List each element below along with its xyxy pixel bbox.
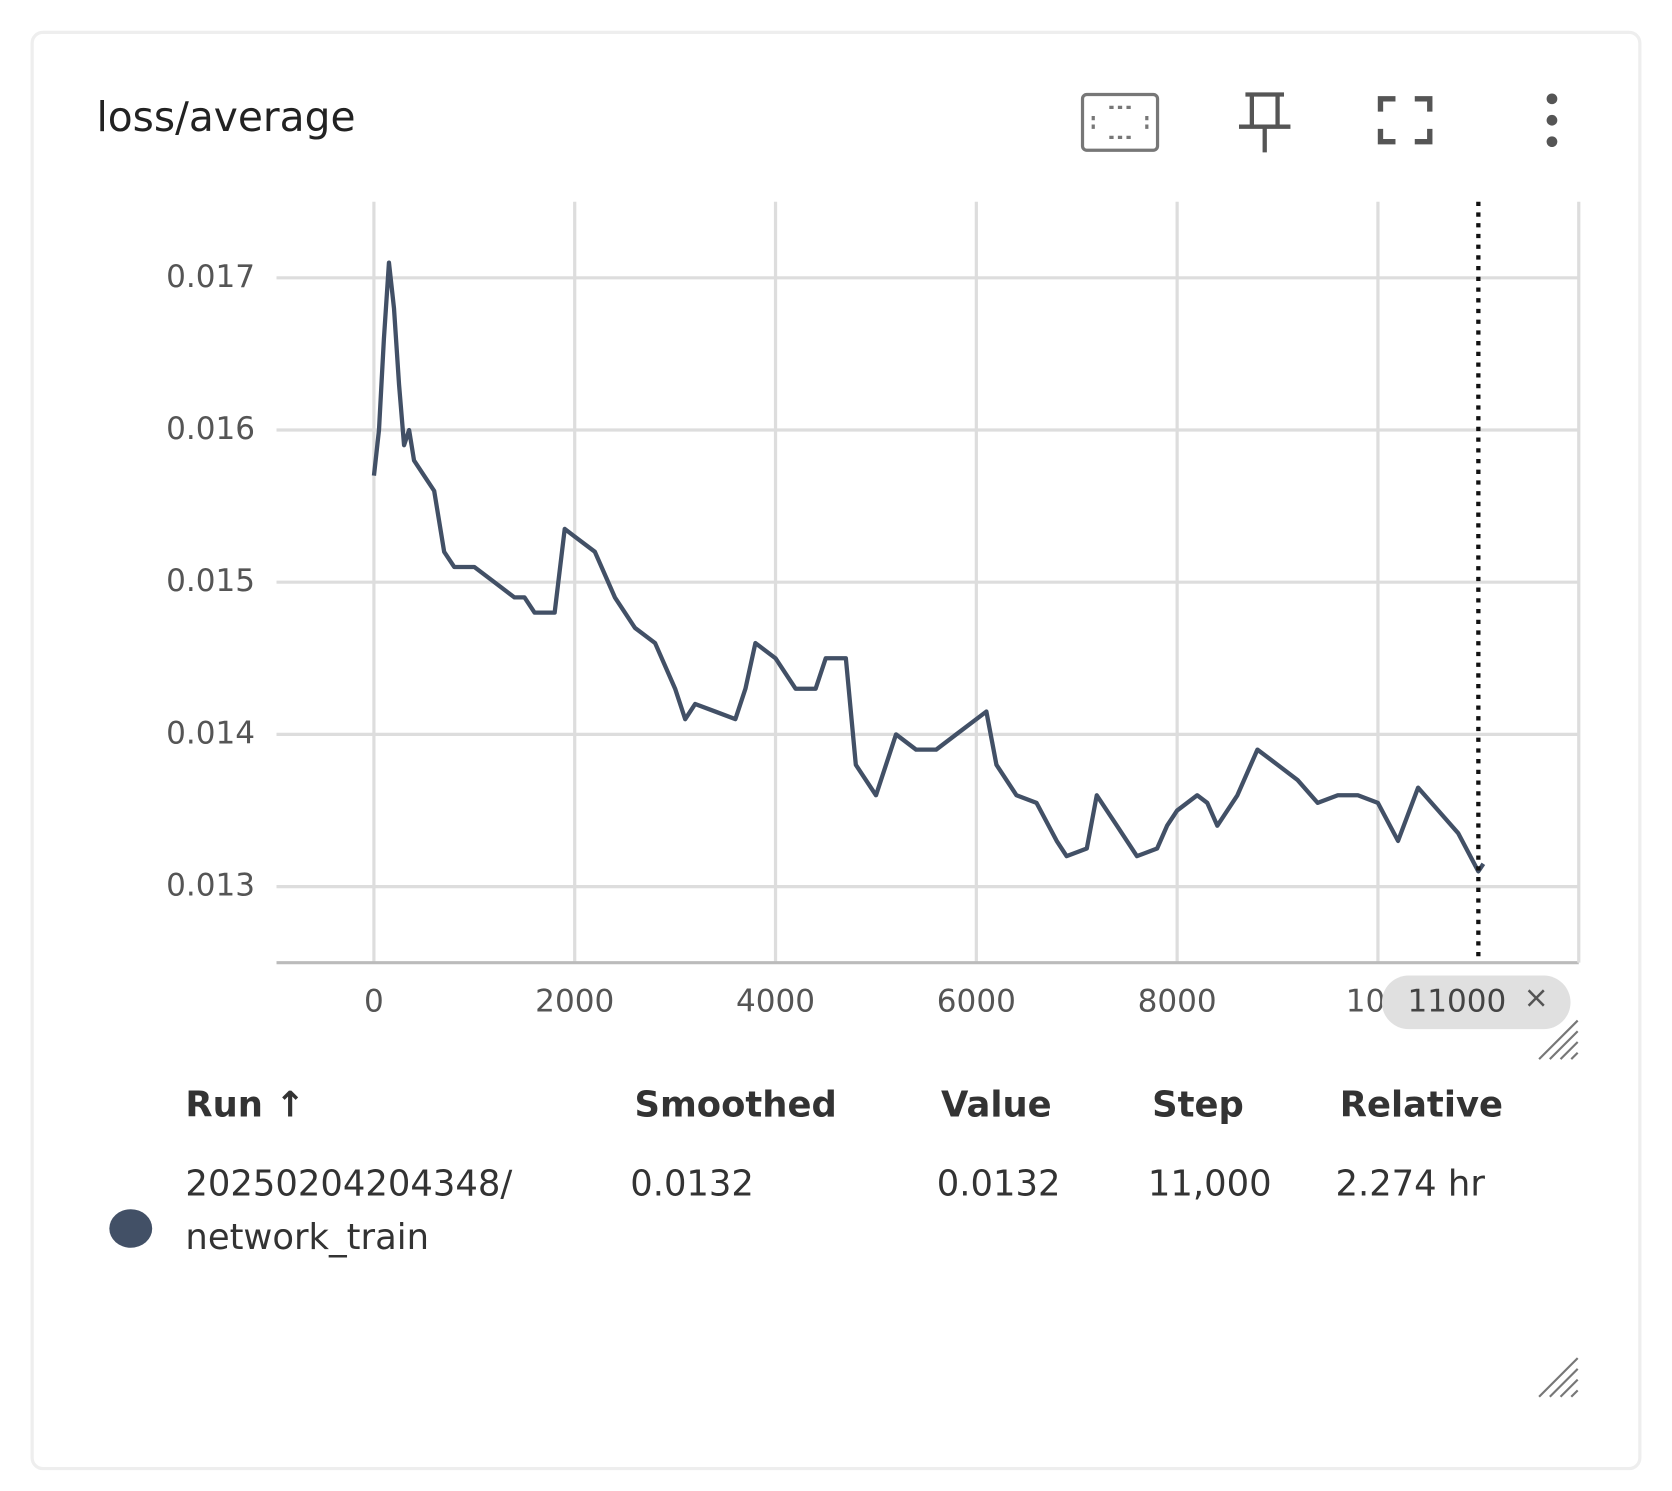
table-cell: 20250204204348/ [185, 1164, 512, 1205]
run-color-dot [109, 1209, 153, 1248]
x-tick-label: 10 [1346, 983, 1386, 1019]
menu-button[interactable] [1546, 93, 1558, 148]
card [30, 30, 1642, 1471]
x-tick-label: 4000 [736, 983, 815, 1019]
cursor-close: × [1524, 981, 1549, 1016]
y-tick-label: 0.017 [166, 259, 255, 295]
table-cell: 0.0132 [937, 1164, 1061, 1205]
cursor-chip [1381, 975, 1571, 1030]
y-tick-label: 0.013 [166, 868, 255, 904]
table-header: Run ↑ [185, 1084, 305, 1125]
resize-handle[interactable] [1538, 1019, 1579, 1398]
table-header: Smoothed [635, 1084, 837, 1125]
cursor-label: 11000 [1407, 983, 1506, 1019]
table-header: Relative [1340, 1084, 1503, 1125]
card-title: loss/average [96, 93, 355, 141]
table-cell: 0.0132 [630, 1164, 754, 1205]
line-series [371, 260, 1486, 874]
x-tick-label: 6000 [937, 983, 1016, 1019]
table-cell: 11,000 [1148, 1164, 1272, 1205]
table-header: Value [941, 1084, 1052, 1125]
table-cell: 2.274 hr [1335, 1164, 1485, 1205]
fullscreen-button[interactable] [1377, 96, 1433, 145]
pin-button[interactable] [1238, 92, 1291, 153]
fit-domain-button[interactable] [1080, 92, 1160, 152]
x-tick-label: 8000 [1138, 983, 1217, 1019]
y-tick-label: 0.015 [166, 563, 255, 599]
x-tick-label: 0 [364, 983, 384, 1019]
x-tick-label: 2000 [535, 983, 614, 1019]
table-cell: network_train [185, 1217, 429, 1258]
table-header: Step [1152, 1084, 1244, 1125]
y-tick-label: 0.016 [166, 411, 255, 447]
y-tick-label: 0.014 [166, 715, 255, 751]
